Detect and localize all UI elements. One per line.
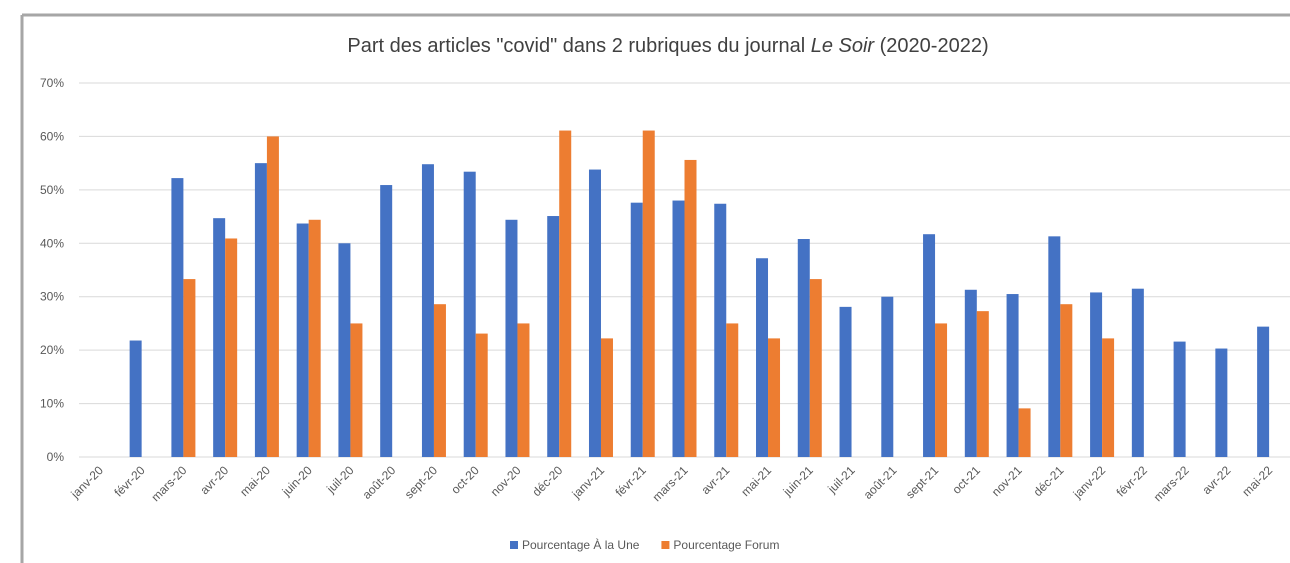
- bar: [1018, 408, 1031, 457]
- x-tick-label: janv-21: [569, 463, 608, 502]
- x-tick-label: mars-22: [1151, 463, 1192, 504]
- bar: [433, 304, 446, 457]
- x-tick-label: mars-20: [148, 463, 189, 504]
- bar: [254, 163, 267, 457]
- bar: [588, 169, 601, 457]
- bar: [630, 202, 643, 457]
- title-part: Le Soir: [811, 35, 876, 57]
- x-tick-label: oct-20: [448, 463, 482, 497]
- bar: [463, 171, 476, 458]
- bar: [881, 296, 894, 457]
- chart-title: Part des articles "covid" dans 2 rubriqu…: [347, 35, 988, 57]
- x-tick-label: avr-21: [698, 463, 732, 497]
- bar: [839, 306, 852, 457]
- x-tick-label: août-20: [360, 463, 399, 502]
- bar: [1173, 341, 1186, 457]
- y-tick-label: 30%: [40, 290, 64, 304]
- bar: [684, 159, 697, 458]
- bar: [421, 164, 434, 457]
- title-part: (2020-2022): [874, 35, 989, 57]
- x-tick-label: avr-22: [1200, 463, 1234, 497]
- title-part: Part des articles "covid" dans 2 rubriqu…: [347, 35, 810, 57]
- bar: [559, 130, 572, 457]
- bar: [672, 200, 685, 458]
- x-tick-label: nov-21: [989, 463, 1025, 499]
- bar: [1060, 304, 1073, 457]
- x-tick-label: déc-21: [1031, 463, 1067, 499]
- y-tick-label: 0%: [47, 450, 65, 464]
- bar: [308, 219, 321, 457]
- legend-label: Pourcentage À la Une: [522, 537, 640, 552]
- y-tick-label: 40%: [40, 236, 64, 250]
- bar: [1215, 348, 1228, 457]
- bar: [1257, 326, 1270, 457]
- x-tick-label: nov-20: [488, 463, 524, 499]
- legend-swatch: [510, 541, 518, 549]
- x-tick-label: oct-21: [949, 463, 983, 497]
- bar: [517, 323, 530, 457]
- bar: [964, 289, 977, 457]
- x-tick-label: mai-20: [237, 463, 273, 499]
- x-tick-label: janv-20: [68, 463, 107, 502]
- y-tick-label: 10%: [40, 397, 64, 411]
- bar: [505, 219, 518, 457]
- bar: [547, 216, 560, 457]
- bar: [809, 279, 822, 457]
- x-tick-label: févr-22: [1114, 463, 1151, 500]
- x-tick-label: déc-20: [529, 463, 565, 499]
- bar: [183, 279, 196, 457]
- x-tick-label: avr-20: [197, 463, 231, 497]
- x-tick-label: juin-21: [780, 463, 816, 499]
- bar: [642, 130, 655, 457]
- x-tick-label: mars-21: [650, 463, 691, 504]
- y-tick-label: 50%: [40, 183, 64, 197]
- x-tick-label: mai-21: [738, 463, 774, 499]
- x-tick-label: août-21: [861, 463, 900, 502]
- x-tick-label: févr-20: [111, 463, 148, 500]
- legend-swatch: [661, 541, 670, 549]
- bar: [797, 239, 810, 457]
- bar: [976, 311, 989, 457]
- bar: [923, 234, 936, 457]
- y-tick-label: 70%: [40, 76, 64, 90]
- x-tick-label: juin-20: [279, 463, 315, 499]
- x-tick-label: févr-21: [613, 463, 650, 500]
- legend-label: Pourcentage Forum: [673, 538, 779, 552]
- bar: [475, 333, 488, 457]
- bar: [1102, 338, 1115, 457]
- bar: [380, 185, 393, 457]
- bar: [296, 223, 309, 457]
- x-tick-label: sept-20: [402, 463, 440, 501]
- bar: [338, 243, 351, 457]
- x-tick-label: janv-22: [1070, 463, 1109, 502]
- bar: [225, 238, 238, 457]
- bar: [1006, 294, 1019, 457]
- x-tick-label: juil-21: [824, 463, 857, 496]
- bar: [756, 258, 769, 457]
- y-tick-label: 60%: [40, 129, 64, 143]
- bar: [935, 323, 948, 457]
- bar: [714, 203, 727, 457]
- bar: [1048, 236, 1061, 457]
- bar: [768, 338, 781, 457]
- bar: [350, 323, 363, 457]
- bar: [171, 178, 184, 458]
- y-tick-label: 20%: [40, 343, 64, 357]
- bar: [1131, 288, 1144, 457]
- bar: [213, 218, 226, 457]
- x-tick-label: sept-21: [903, 463, 941, 501]
- bar: [1090, 292, 1103, 457]
- bar: [600, 338, 613, 457]
- bar: [726, 323, 739, 457]
- x-tick-label: mai-22: [1239, 463, 1275, 499]
- x-tick-label: juil-20: [323, 463, 356, 496]
- bar: [129, 340, 142, 457]
- bar: [266, 136, 279, 457]
